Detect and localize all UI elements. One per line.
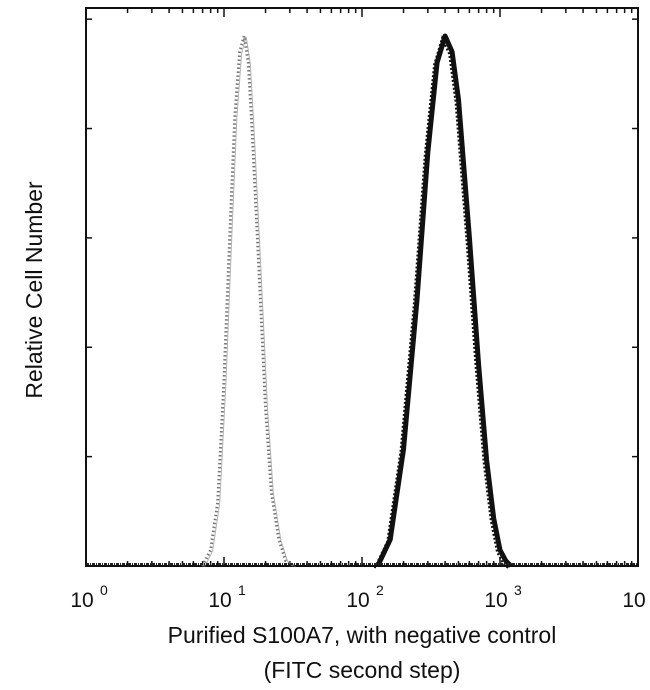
x-tick-label-base: 10 [346, 589, 369, 612]
x-tick-label-exponent: 3 [514, 582, 522, 598]
x-axis-ticks [85, 8, 633, 566]
histogram-curve [375, 33, 513, 568]
x-tick-label: 10 2 [346, 582, 384, 612]
series-1 [201, 34, 296, 568]
x-tick-label-base: 10 [70, 589, 93, 612]
x-tick-label: 10 0 [70, 582, 108, 612]
x-tick-label-base: 10 [484, 589, 507, 612]
x-tick-label-base: 10 [622, 589, 645, 612]
x-tick-labels: 10 0 10 1 10 2 10 3 104 [70, 582, 645, 612]
y-axis-ticks [86, 18, 638, 458]
histogram-curve-shadow [204, 36, 296, 568]
series-2 [373, 33, 513, 569]
histogram-curve-edge [373, 35, 509, 569]
x-axis-title: Purified S100A7, with negative control [168, 622, 557, 648]
y-axis-title: Relative Cell Number [21, 181, 47, 399]
x-tick-label: 10 3 [484, 582, 522, 612]
histogram-curve [201, 34, 295, 568]
x-tick-label-exponent: 0 [100, 582, 108, 598]
x-tick-label: 104 [622, 589, 645, 612]
x-tick-label-exponent: 2 [376, 582, 384, 598]
plot-frame [85, 7, 639, 567]
x-tick-label-exponent: 1 [238, 582, 246, 598]
x-tick-label: 10 1 [208, 582, 246, 612]
x-tick-label-base: 10 [208, 589, 231, 612]
series-layer [86, 33, 638, 569]
x-axis-title-line2: (FITC second step) [264, 657, 461, 683]
